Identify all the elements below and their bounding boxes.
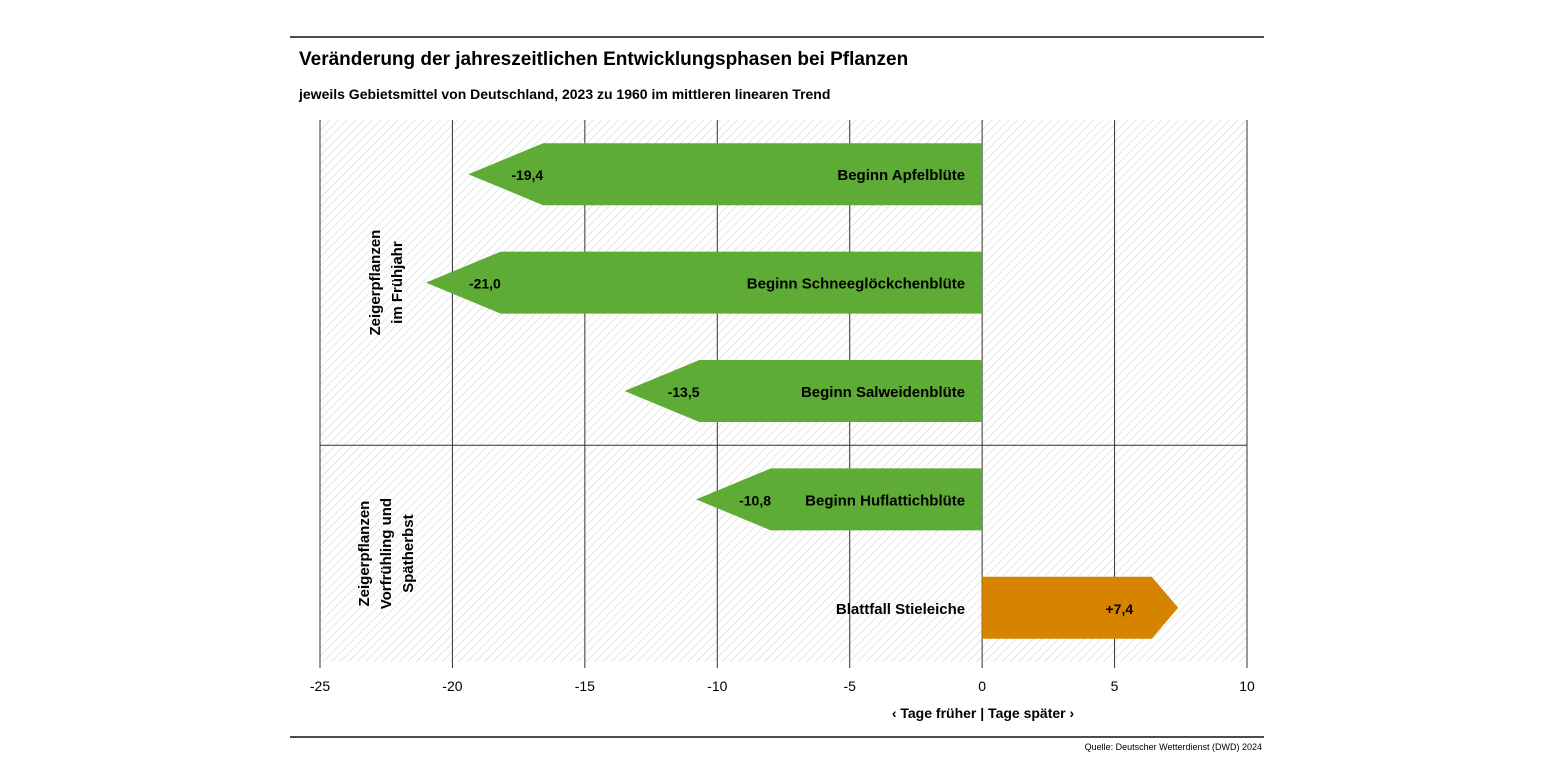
bar-value-label: -13,5 bbox=[668, 384, 700, 400]
chart-title: Veränderung der jahreszeitlichen Entwick… bbox=[299, 49, 908, 70]
x-tick-label: 10 bbox=[1239, 678, 1255, 694]
chart-subtitle: jeweils Gebietsmittel von Deutschland, 2… bbox=[298, 86, 830, 102]
x-tick-label: 0 bbox=[978, 678, 986, 694]
bar-value-label: +7,4 bbox=[1105, 601, 1133, 617]
bar-category-label: Beginn Huflattichblüte bbox=[805, 492, 965, 509]
bar-value-label: -21,0 bbox=[469, 276, 501, 292]
bar-category-label: Beginn Salweidenblüte bbox=[801, 384, 965, 401]
x-tick-label: 5 bbox=[1111, 678, 1119, 694]
group-label-line: Zeigerpflanzen bbox=[356, 501, 373, 607]
bar bbox=[624, 360, 983, 422]
group-labels: Zeigerpflanzen im Frühjahr Zeigerpflanzen V… bbox=[320, 230, 1247, 609]
bar-category-label: Beginn Apfelblüte bbox=[837, 167, 965, 184]
bar bbox=[696, 468, 983, 531]
group-label-line: Spätherbst bbox=[400, 514, 417, 592]
bar bbox=[468, 143, 983, 206]
bar-category-label: Beginn Schneeglöckchenblüte bbox=[747, 276, 965, 293]
group-label-line: Vorfrühling und bbox=[378, 498, 395, 609]
group-label: Zeigerpflanzen Vorfrühling und Spätherbst bbox=[356, 498, 417, 609]
group-label: Zeigerpflanzen im Frühjahr bbox=[367, 230, 406, 336]
group-label-line: Zeigerpflanzen bbox=[367, 230, 384, 336]
x-tick-label: -20 bbox=[442, 678, 462, 694]
bar bbox=[982, 576, 1179, 639]
bar-value-label: -10,8 bbox=[739, 492, 771, 508]
x-tick-label: -10 bbox=[707, 678, 727, 694]
bar-value-label: -19,4 bbox=[511, 167, 543, 183]
bar-category-label: Blattfall Stieleiche bbox=[836, 601, 965, 618]
x-axis-ticks: -25 -20 -15 -10 -5 0 5 10 bbox=[310, 662, 1255, 694]
x-tick-label: -5 bbox=[843, 678, 856, 694]
bars: Beginn Apfelblüte -19,4 Beginn Schneeglöck… bbox=[425, 143, 1179, 639]
source-note: Quelle: Deutscher Wetterdienst (DWD) 202… bbox=[1085, 742, 1262, 752]
group-label-line: im Frühjahr bbox=[389, 241, 406, 324]
x-axis-label: ‹ Tage früher | Tage später › bbox=[892, 705, 1075, 721]
x-tick-label: -15 bbox=[575, 678, 595, 694]
x-tick-label: -25 bbox=[310, 678, 330, 694]
bar bbox=[425, 251, 983, 314]
